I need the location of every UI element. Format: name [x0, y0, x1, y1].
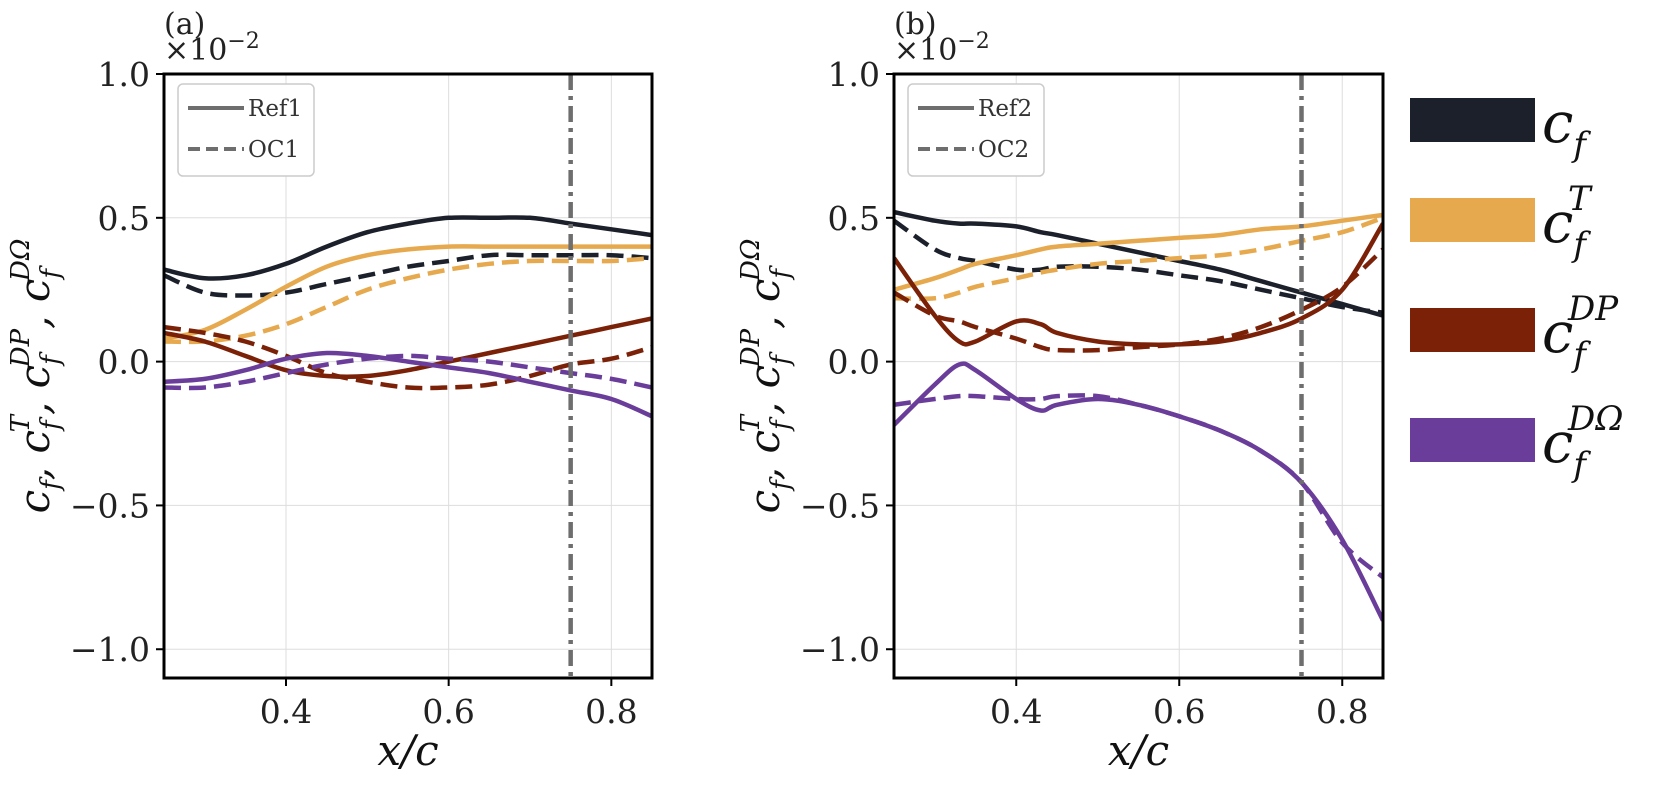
y-tick-label: −1.0 — [800, 630, 880, 669]
y-axis-title-part: , c — [10, 430, 59, 480]
color-legend-item: cf DP — [1410, 289, 1619, 375]
y-axis-title-part: f — [766, 265, 796, 281]
color-legend-sub: f — [1570, 335, 1591, 375]
y-tick-label: −1.0 — [70, 630, 150, 669]
y-axis-title-part: DΩ — [6, 239, 36, 282]
style-legend: Ref1 OC1 — [177, 83, 315, 177]
axes-frame — [892, 72, 1385, 680]
y-axis-title-part: f — [766, 351, 796, 367]
color-legend-item: cfT — [1410, 179, 1593, 265]
series-line-3-dashed — [164, 255, 652, 345]
y-tick-label: 0.0 — [98, 343, 150, 382]
x-tick-label: 0.6 — [422, 692, 474, 731]
y-exponent-power: −2 — [957, 29, 989, 54]
x-tick-label: 0.8 — [585, 692, 637, 731]
y-axis-title-part: , c — [10, 365, 59, 415]
y-tick-label: 1.0 — [828, 55, 880, 94]
y-tick-label: 0.0 — [828, 343, 880, 382]
color-legend-label: cf DP — [1542, 289, 1619, 375]
legend-solid-label: Ref1 — [248, 96, 302, 122]
series-line-4-solid — [164, 316, 652, 379]
series-group — [894, 209, 1383, 622]
x-tick-label: 0.4 — [260, 692, 312, 731]
y-axis-title-part: , c — [10, 279, 59, 329]
color-legend-sup: DΩ — [1567, 399, 1623, 439]
y-axis-title: cf, cfT, cfDP, cfDΩ — [6, 239, 66, 514]
y-exponent-base: ×10 — [894, 33, 957, 68]
y-axis-title-part: f — [36, 351, 66, 367]
series-line-5-dashed — [164, 324, 652, 391]
y-axis-title-part: , c — [740, 365, 789, 415]
color-legend-item: cf DΩ — [1410, 399, 1623, 485]
color-legend-label: cf — [1542, 91, 1591, 165]
series-line-4-solid — [894, 222, 1383, 347]
x-axis-title: x/c — [377, 726, 438, 775]
series-line-1-dashed — [894, 218, 1383, 315]
y-axis-title-part: T — [736, 413, 766, 432]
color-legend-swatch — [1410, 98, 1535, 142]
color-legend-sup: T — [1568, 179, 1593, 219]
color-legend-swatch — [1410, 198, 1535, 242]
y-axis-title-part: DΩ — [736, 239, 766, 282]
y-exponent-label: ×10−2 — [164, 29, 260, 68]
color-legend-sub: f — [1570, 445, 1591, 485]
color-legend-sup: DP — [1567, 289, 1619, 329]
panel-b: 0.4 0.6 0.81.00.50.0−0.5−1.0x/ccf, cfT, cf… — [736, 7, 1385, 775]
series-line-2-solid — [894, 212, 1383, 292]
color-legend-base: c — [1542, 411, 1573, 476]
x-axis-title: x/c — [1108, 726, 1169, 775]
y-tick-label: −0.5 — [70, 486, 150, 525]
y-axis-title-part: DP — [6, 328, 36, 368]
y-axis-title-part: f — [36, 265, 66, 281]
color-legend-swatch — [1410, 308, 1535, 352]
y-tick-label: 1.0 — [98, 55, 150, 94]
y-tick-label: −0.5 — [800, 486, 880, 525]
y-axis-title-part: , c — [740, 430, 789, 480]
color-legend-base: c — [1542, 191, 1573, 256]
x-tick-label: 0.4 — [990, 692, 1042, 731]
legend-dashed-label: OC2 — [978, 137, 1029, 163]
panel-label: (a) — [164, 7, 205, 42]
y-exponent-power: −2 — [227, 29, 259, 54]
series-line-6-solid — [164, 350, 652, 419]
y-tick-label: 0.5 — [98, 199, 150, 238]
y-axis-title-part: T — [6, 413, 36, 432]
series-line-3-dashed — [894, 215, 1383, 301]
y-axis-title-part: , c — [740, 279, 789, 329]
series-line-0-solid — [164, 215, 652, 281]
series-line-5-dashed — [894, 247, 1383, 353]
y-axis-title-part: f — [766, 416, 796, 432]
y-axis-title-part: c — [740, 490, 789, 514]
panel-label: (b) — [894, 7, 937, 42]
y-axis-title-part: DP — [736, 328, 766, 368]
y-tick-label: 0.5 — [828, 199, 880, 238]
legend-solid-label: Ref2 — [978, 96, 1032, 122]
color-legend-sub: f — [1570, 225, 1591, 265]
legend-dashed-label: OC1 — [248, 137, 299, 163]
y-exponent-label: ×10−2 — [894, 29, 990, 68]
series-line-1-dashed — [164, 252, 652, 298]
color-legend-label: cfT — [1542, 179, 1593, 265]
color-legend-base: c — [1542, 91, 1573, 156]
y-axis-title: cf, cfT, cfDP, cfDΩ — [736, 239, 796, 514]
color-legend-base: c — [1542, 301, 1573, 366]
y-axis-title-part: f — [36, 416, 66, 432]
color-legend-sub: f — [1570, 125, 1591, 165]
y-axis-title-part: c — [10, 490, 59, 514]
color-legend-label: cf DΩ — [1542, 399, 1623, 485]
y-exponent-base: ×10 — [164, 33, 227, 68]
color-legend-item: cf — [1410, 91, 1591, 165]
panel-a: 0.4 0.6 0.81.00.50.0−0.5−1.0x/ccf, cfT, cf… — [6, 7, 654, 775]
x-tick-label: 0.6 — [1153, 692, 1205, 731]
series-line-7-dashed — [894, 393, 1383, 580]
x-tick-label: 0.8 — [1316, 692, 1368, 731]
series-group — [164, 215, 652, 419]
color-legend-swatch — [1410, 418, 1535, 462]
axes-frame — [162, 72, 654, 680]
style-legend: Ref2 OC2 — [907, 83, 1045, 177]
